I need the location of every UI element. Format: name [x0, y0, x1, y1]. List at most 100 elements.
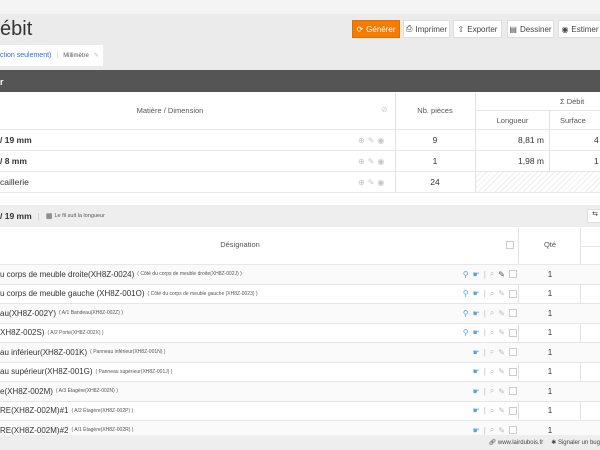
row-checkbox[interactable]: [509, 309, 517, 318]
search-icon[interactable]: ⌕: [489, 405, 495, 415]
edit-icon[interactable]: ✎: [498, 328, 505, 338]
page-title: ébit: [0, 18, 33, 40]
edit-icon[interactable]: ✎: [498, 308, 505, 318]
toggle-button[interactable]: ⇆: [587, 209, 600, 223]
search-icon[interactable]: ⌕: [489, 288, 495, 298]
row-actions: ☛ | ⌕ ✎: [445, 367, 517, 377]
row-checkbox[interactable]: [509, 328, 517, 337]
table-row[interactable]: XH8Z-002S)( A/2 Porte(XH8Z-002X) ) ⚲ ☛ | ⌕ ✎…: [0, 324, 600, 343]
hand-pointer-icon[interactable]: ☛: [472, 386, 480, 396]
estimate-button[interactable]: ◉ Estimer: [558, 20, 600, 38]
row-actions-icons[interactable]: ⊕✎◉: [358, 135, 388, 145]
hand-pointer-icon[interactable]: ☛: [472, 406, 480, 416]
table-row[interactable]: au supérieur(XH8Z-001G)( Panneau supérie…: [0, 363, 600, 382]
eye-slash-icon[interactable]: ⊘: [381, 105, 388, 114]
surface: 4: [594, 135, 599, 145]
row-checkbox[interactable]: [509, 387, 517, 396]
part-subtitle: ( A/2 Porte(XH8Z-002X) ): [47, 329, 104, 336]
divider: |: [483, 406, 486, 416]
table-row[interactable]: au inférieur(XH8Z-001K)( Panneau inférie…: [0, 343, 600, 363]
search-icon[interactable]: ⌕: [489, 327, 495, 337]
section-header-bar: r: [0, 70, 600, 92]
divider: |: [483, 367, 486, 377]
report-bug-link[interactable]: ✱ Signaler un bug: [551, 440, 600, 446]
quantity: 1: [547, 328, 553, 338]
edit-icon[interactable]: ✎: [498, 425, 505, 435]
hand-pointer-icon[interactable]: ☛: [472, 308, 480, 318]
table-row[interactable]: / 19 mm ⊕✎◉ 9 8,81 m 4: [0, 130, 600, 151]
hierarchy-icon[interactable]: ⚲: [462, 289, 469, 299]
draw-button[interactable]: ▤ Dessiner: [507, 20, 554, 38]
divider: |: [483, 425, 486, 435]
divider: |: [483, 289, 486, 299]
divider: |: [483, 308, 486, 318]
count: 1: [432, 156, 438, 166]
generate-button[interactable]: ⟳ Générer: [352, 20, 400, 38]
row-actions-icons[interactable]: ⊕✎◉: [358, 177, 388, 187]
top-strip: [0, 0, 600, 14]
hand-pointer-icon[interactable]: ☛: [472, 425, 480, 435]
part-subtitle: ( Panneau supérieur(XH8Z-001J) ): [95, 368, 173, 375]
export-button[interactable]: ⇧ Exporter: [453, 20, 502, 38]
export-icon: ⇧: [457, 24, 465, 34]
hand-pointer-icon[interactable]: ☛: [472, 347, 480, 357]
footer: 🔗︎ www.lairdubois.fr ✱ Signaler un bug: [0, 435, 600, 450]
hierarchy-icon[interactable]: ⚲: [462, 328, 469, 338]
row-checkbox[interactable]: [509, 348, 517, 357]
row-actions: ⚲ ☛ | ⌕ ✎: [445, 269, 517, 279]
edit-icon[interactable]: ✎: [498, 367, 505, 377]
hand-pointer-icon[interactable]: ☛: [472, 289, 480, 299]
edit-icon[interactable]: ✎: [498, 347, 505, 357]
search-icon[interactable]: ⌕: [489, 425, 495, 435]
divider: |: [56, 52, 59, 59]
table-row[interactable]: au(XH8Z-002Y)( A/1 Bandeau(XH8Z-002Z) ) …: [0, 304, 600, 324]
row-actions: ⚲ ☛ | ⌕ ✎: [445, 308, 517, 318]
grain-icon: ▦: [45, 213, 53, 220]
row-actions: ☛ | ⌕ ✎: [445, 406, 517, 416]
hierarchy-icon[interactable]: ⚲: [462, 308, 469, 318]
bug-icon: ✱: [551, 440, 558, 446]
search-icon[interactable]: ⌕: [489, 366, 495, 376]
hand-pointer-icon[interactable]: ☛: [472, 269, 480, 279]
part-subtitle: ( A/1 Étagère(XH8Z-002R) ): [71, 427, 134, 434]
link-icon: 🔗︎: [488, 440, 498, 446]
row-checkbox[interactable]: [509, 289, 517, 298]
row-checkbox[interactable]: [509, 270, 517, 279]
row-checkbox[interactable]: [509, 426, 517, 435]
table-row[interactable]: RE(XH8Z-002M)#1( A/2 Étagère(XH8Z-002P) …: [0, 402, 600, 421]
hand-pointer-icon[interactable]: ☛: [472, 328, 480, 338]
part-name: au supérieur(XH8Z-001G): [0, 367, 93, 377]
edit-icon[interactable]: ✎: [498, 386, 505, 396]
row-actions-icons[interactable]: ⊕✎◉: [358, 156, 388, 166]
header-material: Matière / Dimension: [136, 106, 204, 115]
print-button[interactable]: ⎙ Imprimer: [403, 20, 450, 38]
part-subtitle: ( A/2 Étagère(XH8Z-002P) ): [71, 407, 134, 414]
table-row[interactable]: e(XH8Z-002M)( A/3 Étagère(XH8Z-002N) ) ☛…: [0, 382, 600, 402]
search-icon[interactable]: ⌕: [489, 308, 495, 318]
tab-active[interactable]: ction seulement) | Millimètre ✎: [0, 45, 103, 66]
edit-icon[interactable]: ✎: [93, 53, 99, 59]
search-icon[interactable]: ⌕: [489, 347, 495, 357]
edit-icon[interactable]: ✎: [498, 269, 505, 279]
row-checkbox[interactable]: [509, 367, 517, 376]
material-name: / 19 mm: [0, 135, 32, 145]
part-subtitle: ( A/3 Étagère(XH8Z-002N) ): [55, 388, 118, 395]
table-row[interactable]: caillerie ⊕✎◉ 24: [0, 172, 600, 193]
table-row[interactable]: u corps de meuble gauche (XH8Z-001O)( Cô…: [0, 285, 600, 304]
search-icon[interactable]: ⌕: [489, 269, 495, 279]
search-icon[interactable]: ⌕: [489, 386, 495, 396]
select-all-checkbox[interactable]: [506, 241, 514, 249]
divider: [580, 228, 581, 435]
table-row[interactable]: u corps de meuble droite(XH8Z-0024)( Côt…: [0, 265, 600, 285]
part-subtitle: ( Côté du corps de meuble droite(XH8Z-00…: [137, 271, 242, 278]
table-row[interactable]: / 8 mm ⊕✎◉ 1 1,98 m 1: [0, 151, 600, 172]
row-checkbox[interactable]: [509, 406, 517, 415]
quantity: 1: [547, 308, 553, 318]
hand-pointer-icon[interactable]: ☛: [472, 367, 480, 377]
edit-icon[interactable]: ✎: [498, 289, 505, 299]
row-actions: ☛ | ⌕ ✎: [445, 386, 517, 396]
hierarchy-icon[interactable]: ⚲: [462, 269, 469, 279]
edit-icon[interactable]: ✎: [498, 406, 505, 416]
count: 24: [430, 177, 440, 187]
footer-site-link[interactable]: 🔗︎ www.lairdubois.fr: [488, 440, 544, 446]
